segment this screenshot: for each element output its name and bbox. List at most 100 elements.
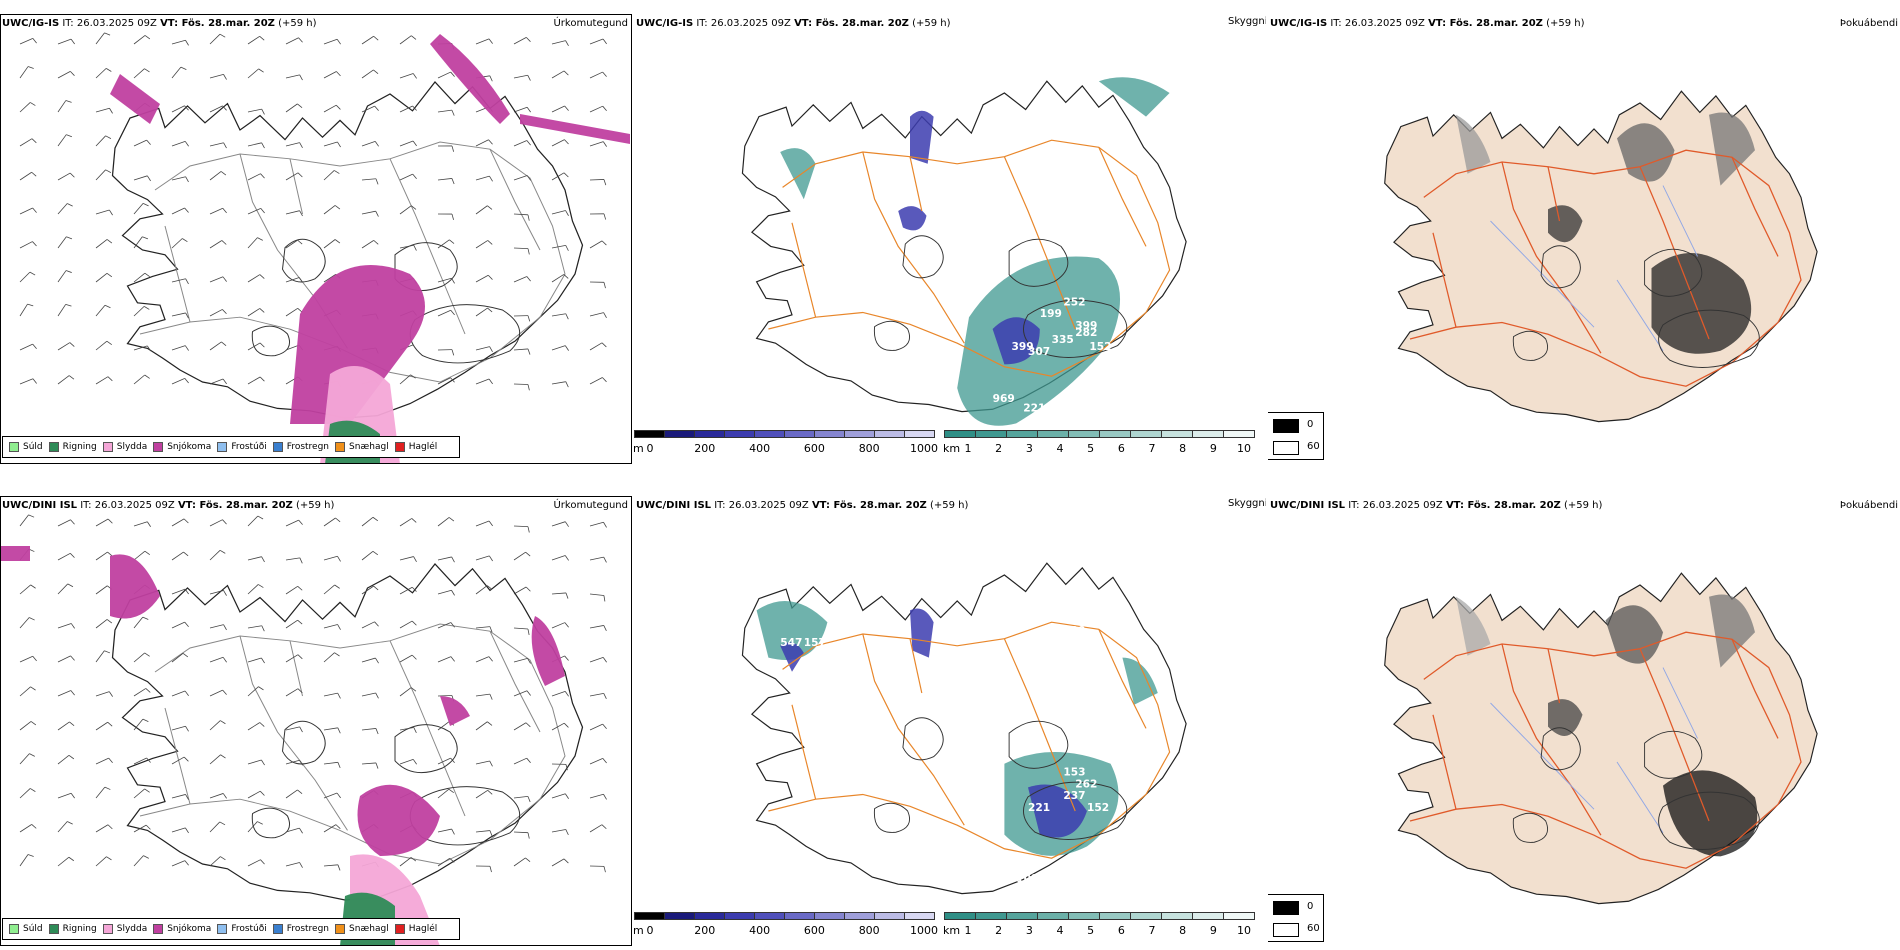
ceiling-value: 969 [993,392,1015,405]
colorbar-tick: 600 [803,442,825,455]
precip-area [110,554,160,619]
colorbar-segment [1068,430,1100,438]
it-prefix: IT: [1330,18,1345,29]
colorbar-tick: 2 [995,924,1003,937]
panel-label-precip: Úrkomutegund [553,18,628,29]
legend-label: Rigning [62,924,97,934]
road [768,621,1171,859]
road [791,704,817,800]
init-time: 26.03.2025 09Z [728,500,809,511]
river [1616,279,1664,352]
legend-item: Frostúði [217,924,267,934]
ceiling-value: 399 [1075,319,1097,332]
legend-label: Rigning [62,442,97,452]
fog-legend-swatch [1273,419,1299,433]
panel-label-cloud: Skyggni [1228,498,1266,509]
valid-time: Fös. 28.mar. 20Z [1449,18,1543,29]
precip-area [357,784,440,856]
legend-label: Frostregn [286,924,330,934]
colorbar-segment [1006,430,1038,438]
colorbar-segment [1130,912,1162,920]
legend-label: Snjókoma [167,442,212,452]
ceiling-value: 152 [1087,801,1109,814]
colorbar-tick: 0 [646,442,654,455]
colorbar-segment [874,912,905,920]
colorbar-segment [1037,430,1069,438]
colorbar-segment [664,430,695,438]
it-prefix: IT: [62,18,77,29]
fog-area [1651,253,1752,354]
colorbar-segment [694,430,725,438]
model-name: UWC/DINI ISL [636,500,712,511]
colorbar-unit: m [634,442,644,455]
road [1731,157,1779,257]
colorbar-unit: km [943,442,961,455]
legend-swatch [335,924,346,934]
legend-item: Slydda [102,924,147,934]
ceiling-value: 237 [1063,789,1085,802]
colorbar-segment [944,912,976,920]
colorbar-tick: 1 [964,442,972,455]
map-canvas [19,32,630,464]
colorbar-segment [844,912,875,920]
legend-item: Frostúði [217,442,267,452]
legend-item: Súld [9,924,43,934]
precip-area [531,616,565,686]
colorbar-tick: 600 [803,924,825,937]
legend-label: Frostúði [231,924,267,934]
colorbar-segment [754,912,785,920]
legend-swatch [9,442,19,452]
ceiling-value: 252 [1063,295,1085,308]
visibility-area [780,148,816,200]
colorbar-segment [754,430,785,438]
ceiling-area [898,206,927,231]
map-panel-fog-2: UWC/DINI ISL IT: 26.03.2025 09Z VT: Fös.… [1268,496,1900,946]
colorbar-segment [1223,912,1255,920]
visibility-area [1122,657,1158,705]
river [1662,667,1698,739]
ceiling-colorbar: m 0 200 400 600 800 1000 [634,430,938,460]
road [909,156,923,212]
colorbar-tick: 6 [1117,442,1125,455]
colorbar-tick: 1000 [910,442,938,455]
ceiling-area [910,608,934,658]
precip-type-legend: Súld Rigning Slydda Snjókoma Frostúði Frostre… [2,436,460,458]
visibility-area [756,600,828,660]
colorbar-tick: 2 [995,442,1003,455]
lead-time: (+59 h) [278,18,317,29]
panel-label-cloud: Skyggni [1228,16,1266,27]
visibility-area [1098,77,1170,117]
colorbar-segment [1037,912,1069,920]
ceiling-value: 399 [1011,340,1033,353]
legend-swatch [217,442,228,452]
colorbar-segment [784,430,815,438]
init-time: 26.03.2025 09Z [76,18,157,29]
it-prefix: IT: [80,500,95,511]
road [1432,714,1457,810]
road [1639,648,1710,822]
road [1098,629,1147,729]
vt-prefix: VT: [1428,18,1450,29]
valid-time: Fös. 28.mar. 20Z [199,500,293,511]
panel-title: UWC/IG-IS IT: 26.03.2025 09Z VT: Fös. 28… [636,18,951,29]
road [1547,166,1561,222]
lead-time: (+59 h) [930,500,969,511]
map-canvas [1384,572,1818,905]
legend-item: Rigning [48,442,97,452]
legend-swatch [102,924,113,934]
colorbar-segment [1068,912,1100,920]
fog-legend-value: 60 [1307,441,1320,452]
colorbar-tick: 9 [1209,924,1217,937]
fog-legend-swatch [1273,441,1299,455]
colorbar-unit: km [943,924,961,937]
colorbar-tick: 6 [1117,924,1125,937]
colorbar-tick: 1000 [910,924,938,937]
ceiling-value: 262 [1075,777,1097,790]
legend-item: Snæhagl [335,924,389,934]
legend-item: Frostregn [272,442,329,452]
ceiling-value: 199 [1040,307,1062,320]
ceiling-value: 152 [1089,340,1111,353]
colorbar-segment [975,430,1007,438]
colorbar-segment [694,912,725,920]
colorbar-segment [1161,430,1193,438]
